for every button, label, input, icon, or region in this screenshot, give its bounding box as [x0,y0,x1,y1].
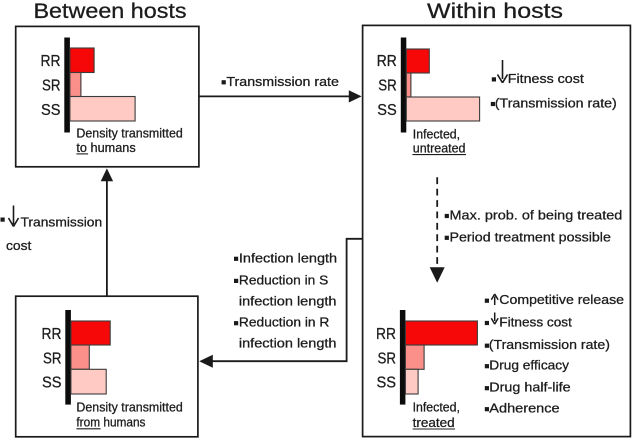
svg-text:Transmission rate: Transmission rate [226,74,339,89]
svg-text:RR: RR [41,53,61,70]
svg-text:Period treatment possible: Period treatment possible [450,229,611,244]
svg-text:Infected,: Infected, [413,127,460,142]
svg-text:SR: SR [42,78,61,95]
svg-text:treated: treated [413,415,455,430]
svg-text:RR: RR [42,326,62,343]
svg-text:(Transmission rate): (Transmission rate) [495,96,617,111]
svg-text:SS: SS [42,375,62,392]
svg-text:SR: SR [378,350,397,367]
svg-text:Density transmitted: Density transmitted [76,125,182,140]
svg-text:Fitness cost: Fitness cost [508,71,584,86]
svg-text:SR: SR [43,350,62,367]
svg-text:Reduction in R: Reduction in R [239,315,330,330]
svg-text:SS: SS [377,375,397,392]
svg-text:Max. prob. of being treated: Max. prob. of being treated [450,208,623,223]
svg-text:cost: cost [6,238,32,253]
svg-text:untreated: untreated [413,140,466,155]
svg-text:Transmission: Transmission [21,215,103,230]
svg-text:Fitness cost: Fitness cost [499,315,572,330]
svg-text:Reduction in S: Reduction in S [239,272,329,287]
svg-text:from humans: from humans [76,415,145,430]
svg-text:to humans: to humans [76,140,135,155]
svg-text:infection length: infection length [239,336,337,351]
svg-text:Within hosts: Within hosts [427,0,563,23]
svg-text:SS: SS [377,102,397,119]
svg-text:(Transmission rate): (Transmission rate) [489,337,610,352]
svg-text:Density transmitted: Density transmitted [76,399,182,414]
svg-text:SS: SS [41,102,61,119]
svg-text:Drug efficacy: Drug efficacy [489,358,569,373]
svg-text:Between hosts: Between hosts [34,0,187,23]
svg-text:Adherence: Adherence [489,401,559,416]
svg-text:infection length: infection length [239,293,337,308]
svg-text:SR: SR [378,78,397,95]
svg-text:Competitive release: Competitive release [499,292,624,307]
svg-text:Infection length: Infection length [239,250,337,265]
svg-text:Drug half-life: Drug half-life [489,380,570,395]
svg-text:Infected,: Infected, [413,399,460,414]
svg-text:RR: RR [377,53,397,70]
svg-text:RR: RR [376,326,396,343]
